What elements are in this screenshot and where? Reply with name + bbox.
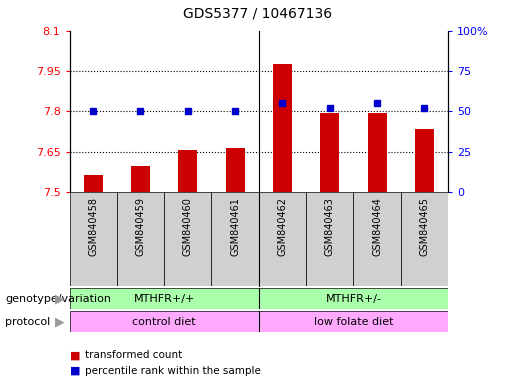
FancyBboxPatch shape — [164, 192, 212, 286]
FancyBboxPatch shape — [117, 192, 164, 286]
Bar — [368, 113, 387, 192]
Text: transformed count: transformed count — [85, 350, 182, 360]
FancyBboxPatch shape — [306, 192, 353, 286]
Bar — [226, 148, 245, 192]
FancyBboxPatch shape — [70, 311, 259, 332]
Text: MTHFR+/-: MTHFR+/- — [325, 293, 382, 304]
Text: GSM840464: GSM840464 — [372, 197, 382, 256]
Text: GSM840465: GSM840465 — [419, 197, 430, 256]
FancyBboxPatch shape — [259, 288, 448, 309]
FancyBboxPatch shape — [259, 192, 306, 286]
Text: GSM840460: GSM840460 — [183, 197, 193, 256]
Bar — [320, 113, 339, 192]
Text: GDS5377 / 10467136: GDS5377 / 10467136 — [183, 7, 332, 20]
Bar — [178, 151, 197, 192]
Text: protocol: protocol — [5, 316, 50, 327]
FancyBboxPatch shape — [212, 192, 259, 286]
Text: control diet: control diet — [132, 316, 196, 327]
Text: low folate diet: low folate diet — [314, 316, 393, 327]
Text: ■: ■ — [70, 350, 80, 360]
Bar — [273, 65, 292, 192]
FancyBboxPatch shape — [401, 192, 448, 286]
Text: GSM840461: GSM840461 — [230, 197, 240, 256]
FancyBboxPatch shape — [70, 288, 259, 309]
FancyBboxPatch shape — [353, 192, 401, 286]
FancyBboxPatch shape — [70, 192, 117, 286]
Text: GSM840462: GSM840462 — [278, 197, 287, 256]
Text: ▶: ▶ — [56, 292, 65, 305]
Bar — [131, 167, 150, 192]
Text: ■: ■ — [70, 366, 80, 376]
FancyBboxPatch shape — [259, 311, 448, 332]
Bar — [415, 129, 434, 192]
Text: GSM840459: GSM840459 — [135, 197, 146, 256]
Text: ▶: ▶ — [56, 315, 65, 328]
Text: percentile rank within the sample: percentile rank within the sample — [85, 366, 261, 376]
Text: MTHFR+/+: MTHFR+/+ — [133, 293, 195, 304]
Text: GSM840463: GSM840463 — [325, 197, 335, 256]
Bar — [84, 175, 102, 192]
Text: genotype/variation: genotype/variation — [5, 293, 111, 304]
Text: GSM840458: GSM840458 — [88, 197, 98, 256]
